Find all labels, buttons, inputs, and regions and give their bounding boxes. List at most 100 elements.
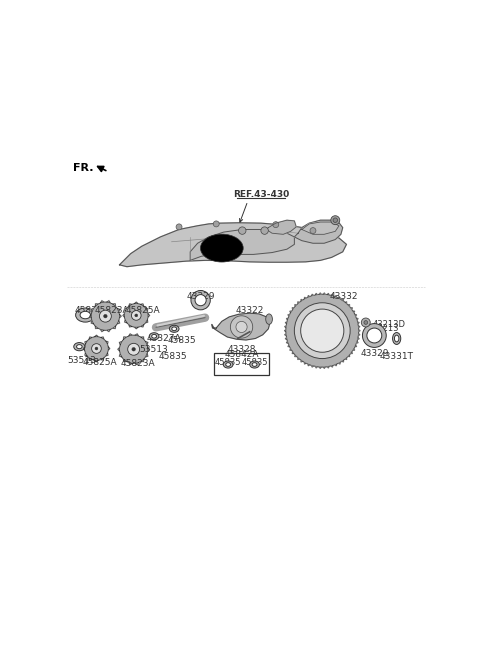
Ellipse shape [149, 332, 159, 340]
Polygon shape [100, 301, 104, 303]
Polygon shape [134, 327, 138, 328]
Polygon shape [351, 307, 352, 309]
Circle shape [135, 314, 138, 317]
Polygon shape [319, 293, 321, 294]
Text: 43329: 43329 [186, 292, 215, 301]
Polygon shape [338, 363, 340, 364]
Polygon shape [338, 297, 340, 299]
Polygon shape [134, 302, 138, 304]
Polygon shape [287, 318, 288, 320]
Ellipse shape [80, 311, 91, 319]
Polygon shape [91, 321, 94, 324]
Polygon shape [101, 337, 104, 339]
Polygon shape [100, 329, 104, 332]
Circle shape [99, 310, 111, 322]
Polygon shape [312, 294, 313, 296]
Text: 45825A: 45825A [83, 358, 117, 367]
Polygon shape [295, 355, 297, 357]
Ellipse shape [395, 335, 399, 342]
Polygon shape [106, 353, 108, 356]
Polygon shape [308, 296, 310, 297]
Polygon shape [89, 337, 92, 339]
Circle shape [213, 221, 219, 227]
Polygon shape [342, 360, 344, 362]
Circle shape [104, 315, 107, 318]
Ellipse shape [250, 361, 259, 368]
Bar [215, 353, 269, 375]
Text: 45825A: 45825A [125, 306, 160, 315]
Polygon shape [129, 325, 132, 327]
Text: 43329: 43329 [360, 348, 389, 357]
Polygon shape [123, 359, 126, 361]
Ellipse shape [226, 363, 230, 367]
Polygon shape [145, 353, 148, 357]
Circle shape [364, 321, 368, 325]
Polygon shape [348, 355, 350, 357]
Text: 53513: 53513 [67, 356, 96, 365]
Polygon shape [292, 352, 294, 353]
Polygon shape [129, 304, 132, 306]
Ellipse shape [266, 314, 273, 325]
Polygon shape [294, 220, 343, 243]
Ellipse shape [223, 361, 233, 368]
Circle shape [239, 227, 246, 235]
Polygon shape [284, 330, 286, 332]
Ellipse shape [201, 234, 243, 262]
Polygon shape [285, 326, 286, 328]
Circle shape [286, 294, 359, 367]
Polygon shape [85, 341, 87, 344]
Ellipse shape [76, 308, 95, 322]
Text: 45835: 45835 [158, 351, 187, 361]
Polygon shape [145, 308, 148, 311]
Circle shape [120, 335, 148, 363]
Polygon shape [292, 307, 294, 309]
Polygon shape [83, 347, 84, 350]
Ellipse shape [76, 345, 82, 349]
Ellipse shape [393, 332, 401, 344]
Polygon shape [135, 334, 139, 336]
Polygon shape [348, 305, 350, 306]
Polygon shape [335, 296, 336, 297]
Polygon shape [285, 338, 287, 340]
Polygon shape [141, 304, 144, 306]
Polygon shape [301, 360, 302, 362]
Text: REF.43-430: REF.43-430 [233, 190, 289, 198]
Polygon shape [308, 364, 310, 366]
Circle shape [191, 290, 210, 310]
Circle shape [310, 227, 316, 234]
Circle shape [367, 328, 382, 343]
Polygon shape [359, 334, 360, 336]
Polygon shape [304, 297, 306, 299]
Text: 43213: 43213 [372, 325, 399, 333]
Polygon shape [302, 222, 339, 235]
Ellipse shape [252, 363, 257, 367]
Polygon shape [331, 365, 333, 367]
Text: 43331T: 43331T [380, 351, 414, 361]
Circle shape [331, 215, 340, 225]
Ellipse shape [152, 334, 156, 338]
Polygon shape [304, 363, 306, 364]
Circle shape [92, 344, 101, 353]
Circle shape [84, 336, 108, 361]
Polygon shape [95, 360, 98, 362]
Polygon shape [298, 358, 300, 359]
Text: 43322: 43322 [236, 306, 264, 315]
Polygon shape [327, 367, 329, 368]
Polygon shape [266, 220, 296, 235]
Text: 45835: 45835 [215, 358, 241, 367]
Polygon shape [95, 304, 98, 306]
Polygon shape [335, 364, 336, 366]
Polygon shape [323, 293, 325, 294]
Polygon shape [91, 308, 94, 312]
Polygon shape [315, 293, 317, 295]
Polygon shape [89, 358, 92, 360]
Polygon shape [323, 367, 325, 369]
Polygon shape [358, 322, 360, 324]
Polygon shape [288, 315, 289, 316]
Polygon shape [107, 301, 110, 303]
Circle shape [132, 311, 141, 320]
Polygon shape [145, 320, 148, 323]
Polygon shape [359, 326, 360, 328]
Polygon shape [120, 223, 347, 267]
Polygon shape [120, 353, 122, 357]
